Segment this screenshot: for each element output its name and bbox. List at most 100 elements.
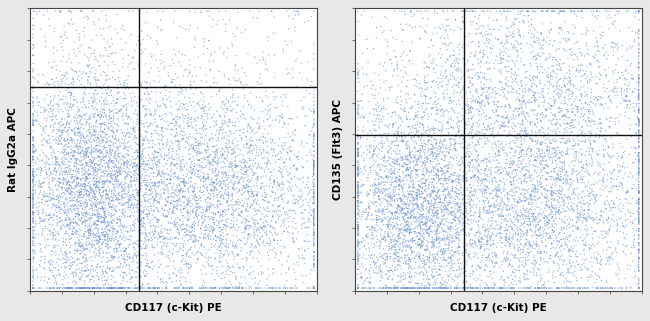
Point: [206, 188, 216, 194]
Point: [353, 76, 363, 81]
Point: [530, 27, 540, 32]
Point: [190, 65, 200, 70]
Point: [630, 121, 641, 126]
Point: [574, 200, 584, 205]
Point: [472, 128, 482, 134]
Point: [441, 269, 451, 274]
Point: [398, 108, 408, 113]
Point: [569, 143, 579, 148]
Point: [99, 135, 109, 140]
Point: [212, 143, 222, 148]
Point: [460, 176, 471, 181]
Point: [121, 108, 131, 113]
Point: [395, 204, 406, 210]
Point: [28, 195, 38, 201]
Point: [388, 188, 398, 194]
Point: [353, 152, 363, 158]
Point: [395, 235, 405, 240]
Point: [77, 170, 87, 175]
Point: [112, 145, 123, 151]
Point: [49, 251, 59, 256]
Point: [370, 159, 381, 164]
Point: [108, 135, 118, 140]
Point: [54, 129, 64, 134]
Point: [571, 220, 582, 225]
Point: [495, 200, 505, 205]
Point: [64, 159, 74, 164]
Point: [143, 92, 153, 97]
Point: [634, 9, 644, 14]
Point: [65, 237, 75, 242]
Point: [582, 267, 592, 272]
Point: [230, 165, 240, 170]
Point: [484, 85, 494, 90]
Point: [467, 168, 478, 173]
Point: [55, 35, 66, 40]
Point: [108, 217, 118, 222]
Point: [491, 253, 501, 258]
Point: [124, 188, 134, 194]
Point: [536, 236, 547, 241]
Point: [142, 243, 153, 248]
Point: [576, 147, 586, 152]
Point: [372, 186, 383, 191]
Point: [82, 176, 92, 181]
Point: [91, 247, 101, 252]
Point: [491, 187, 501, 192]
Point: [42, 285, 53, 291]
Point: [422, 192, 433, 197]
Point: [568, 285, 578, 291]
Point: [216, 179, 226, 184]
Point: [510, 246, 520, 251]
Point: [417, 86, 427, 91]
Point: [415, 120, 425, 126]
Point: [467, 244, 477, 249]
Point: [372, 173, 382, 178]
Point: [634, 247, 644, 252]
Point: [127, 274, 137, 280]
Point: [116, 285, 126, 291]
Point: [109, 192, 120, 197]
Point: [56, 40, 66, 46]
Point: [193, 198, 203, 203]
Point: [374, 194, 384, 199]
Point: [540, 154, 550, 159]
Point: [519, 213, 529, 218]
Point: [387, 85, 397, 90]
Point: [553, 177, 564, 182]
Point: [572, 107, 582, 112]
Point: [372, 176, 383, 181]
Point: [430, 9, 440, 14]
Point: [109, 130, 119, 135]
Point: [440, 173, 450, 178]
Point: [568, 187, 578, 193]
Point: [473, 255, 483, 260]
Point: [309, 230, 319, 236]
Point: [632, 209, 642, 214]
Point: [432, 167, 443, 172]
Point: [538, 22, 548, 27]
Point: [584, 215, 594, 220]
Point: [473, 16, 484, 21]
Point: [405, 117, 415, 122]
Point: [530, 183, 541, 188]
Point: [494, 206, 504, 211]
Point: [634, 47, 644, 52]
Point: [121, 121, 131, 126]
Point: [70, 174, 80, 179]
Point: [159, 157, 170, 162]
Point: [190, 239, 201, 244]
Point: [612, 223, 622, 229]
Point: [491, 113, 501, 118]
Point: [145, 121, 155, 126]
Point: [396, 99, 406, 104]
Point: [526, 107, 537, 112]
Point: [396, 52, 407, 57]
Point: [292, 154, 302, 160]
Point: [547, 273, 558, 278]
Point: [428, 285, 438, 291]
Point: [94, 154, 105, 159]
Point: [174, 142, 184, 147]
Point: [470, 173, 480, 178]
Point: [634, 186, 644, 191]
